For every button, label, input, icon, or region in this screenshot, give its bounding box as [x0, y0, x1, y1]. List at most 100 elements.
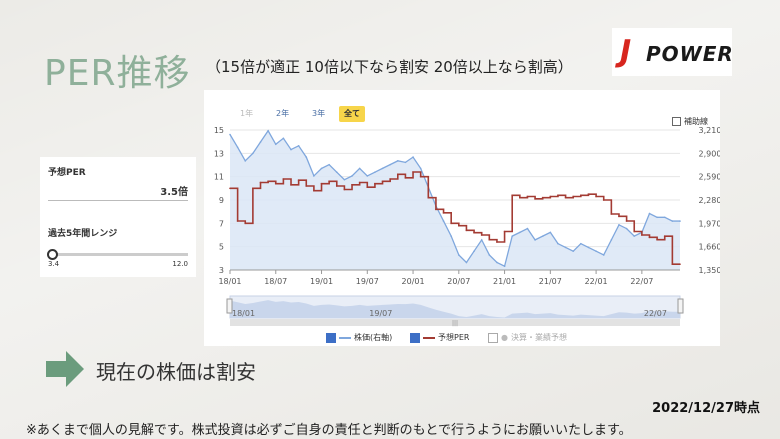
per-point — [366, 186, 369, 188]
per-point — [252, 187, 254, 190]
x-tick-label: 21/07 — [539, 277, 562, 286]
range-label: 過去5年間レンジ — [48, 229, 118, 239]
per-point — [549, 195, 552, 198]
price-point — [465, 261, 468, 264]
range-max: 12.0 — [172, 260, 188, 268]
forecast-per-label: 予想PER — [48, 168, 86, 178]
legend-item-per[interactable]: 予想PER — [410, 332, 469, 343]
price-point — [305, 156, 308, 158]
per-point — [435, 208, 437, 211]
legend-label-price: 株価(右軸) — [354, 333, 393, 342]
per-point — [343, 188, 346, 191]
price-point — [602, 254, 605, 256]
range-min: 3.4 — [48, 260, 60, 268]
checkbox-checked-icon[interactable] — [326, 332, 336, 343]
y-left-tick-label: 9 — [219, 196, 224, 205]
per-point — [488, 238, 491, 241]
price-point — [557, 242, 559, 245]
y-right-tick-label: 2,590 — [699, 173, 720, 182]
per-point — [442, 212, 445, 214]
chart-container: 15 13 11 9 7 5 3 3,210 2,900 2,590 2,280 1,970 1,660… — [204, 90, 722, 346]
per-point — [572, 195, 575, 198]
legend-swatch-per — [423, 336, 435, 339]
price-point — [404, 161, 407, 164]
per-point — [290, 184, 292, 186]
y-right-tick-label: 1,970 — [699, 219, 720, 228]
range-button-3y[interactable]: 3年 — [312, 109, 326, 118]
per-point — [412, 171, 414, 173]
per-chart: 15 13 11 9 7 5 3 3,210 2,900 2,590 2,280 1,970 1,660… — [214, 126, 722, 327]
price-point — [511, 235, 514, 237]
price-point — [366, 175, 369, 177]
price-point — [320, 167, 323, 170]
price-point — [252, 152, 254, 155]
y-left-tick-label: 13 — [214, 149, 224, 158]
price-point — [625, 227, 628, 230]
range-button-2y[interactable]: 2年 — [276, 109, 290, 118]
legend-dot-icon: ● — [501, 333, 508, 342]
y-left-tick-label: 11 — [214, 173, 224, 182]
price-point — [419, 167, 422, 170]
per-point — [465, 229, 468, 232]
per-point — [274, 182, 277, 185]
price-point — [450, 235, 452, 237]
price-point — [358, 167, 361, 170]
navigator-handle-right — [677, 298, 684, 314]
checkbox-checked-icon[interactable] — [410, 332, 420, 343]
legend-item-price[interactable]: 株価(右軸) — [326, 332, 392, 343]
per-point — [305, 185, 308, 187]
price-point — [587, 246, 590, 249]
price-point — [671, 220, 674, 222]
per-summary-panel: 予想PER 3.5倍 過去5年間レンジ 3.4 12.0 — [40, 157, 196, 277]
price-point — [229, 133, 231, 136]
legend-label-per: 予想PER — [438, 333, 470, 342]
navigator-tick-label: 19/07 — [369, 309, 392, 318]
price-point — [519, 231, 521, 234]
per-point — [229, 187, 231, 190]
x-tick-label: 22/07 — [630, 277, 653, 286]
legend-item-earnings[interactable]: ● 決算・業績予想 — [488, 332, 567, 343]
range-track — [50, 253, 188, 256]
price-point — [580, 242, 582, 245]
per-series-line — [230, 171, 680, 265]
price-point — [534, 239, 536, 241]
price-point — [618, 224, 620, 226]
forecast-per-value: 3.5倍 — [160, 187, 188, 198]
range-button-all[interactable]: 全て — [339, 106, 365, 122]
x-tick-label: 22/01 — [585, 277, 608, 286]
per-point — [320, 182, 323, 185]
price-point — [679, 220, 681, 222]
price-point — [541, 235, 544, 237]
price-point — [236, 146, 239, 149]
checkbox-icon[interactable] — [672, 117, 681, 126]
price-point — [473, 250, 475, 252]
price-series-line — [229, 129, 680, 268]
checkbox-unchecked-icon[interactable] — [488, 332, 498, 343]
price-point — [267, 129, 269, 132]
navigator-tick-label: 18/01 — [232, 309, 255, 318]
aux-lines-toggle[interactable]: 補助線 — [672, 116, 708, 127]
x-tick-label: 20/01 — [402, 277, 425, 286]
range-button-1y[interactable]: 1年 — [240, 109, 254, 118]
price-point — [480, 239, 483, 241]
per-point — [419, 175, 422, 178]
per-point — [564, 196, 567, 199]
price-point — [412, 156, 414, 158]
per-point — [541, 196, 544, 199]
per-point — [389, 178, 391, 180]
per-point — [663, 235, 666, 237]
logo-mark: J — [620, 34, 632, 69]
per-point — [427, 196, 430, 199]
price-point — [488, 254, 491, 256]
price-point — [297, 145, 300, 147]
per-point — [351, 184, 353, 186]
per-point — [625, 220, 628, 222]
per-point — [458, 224, 460, 227]
price-point — [396, 160, 399, 162]
per-point — [641, 234, 643, 236]
per-point — [297, 179, 300, 181]
price-point — [381, 167, 384, 170]
per-point — [374, 182, 376, 185]
verdict-text: 現在の株価は割安 — [96, 360, 256, 384]
navigator-series-area — [230, 300, 680, 318]
